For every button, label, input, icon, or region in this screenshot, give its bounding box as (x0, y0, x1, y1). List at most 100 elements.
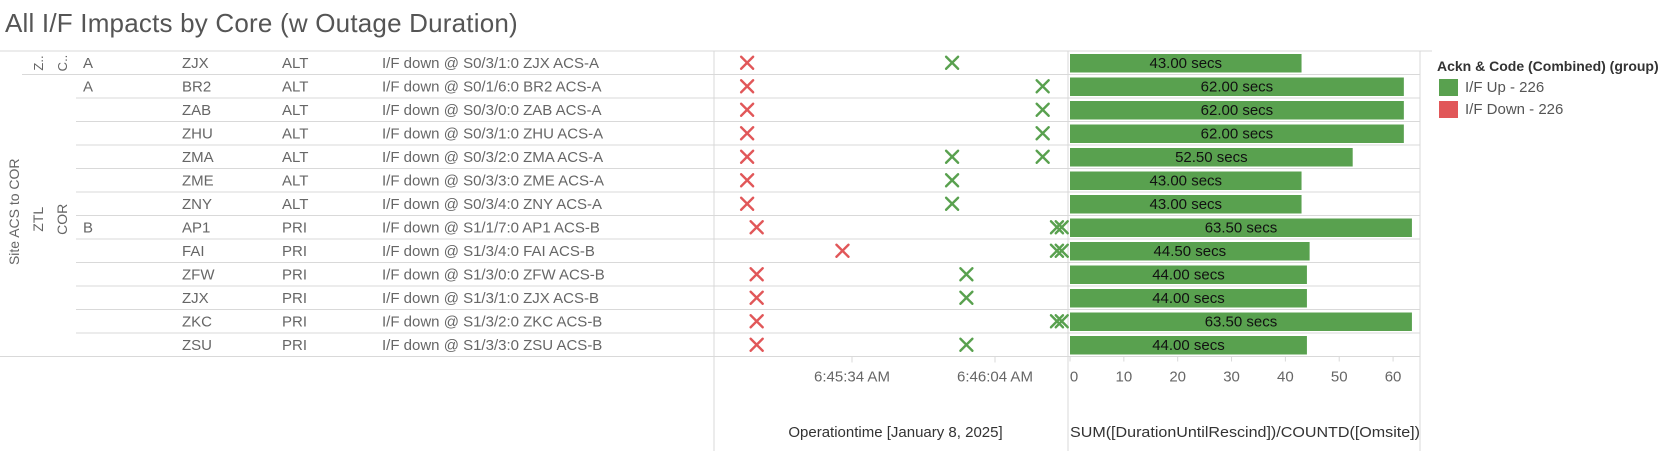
row-type: PRI (282, 243, 307, 260)
site-header: Site ACS to COR (6, 158, 22, 265)
duration-bar[interactable] (1070, 312, 1412, 332)
cor-header: COR (54, 204, 70, 235)
bar-tick-label: 10 (1116, 369, 1133, 386)
bar-data-label: 52.50 secs (1175, 149, 1248, 166)
row-site: ZME (182, 172, 214, 189)
down-mark[interactable] (739, 173, 755, 188)
row-group: B (83, 219, 93, 236)
up-mark[interactable] (1054, 243, 1069, 258)
bar-data-label: 63.50 secs (1205, 313, 1278, 330)
up-mark[interactable] (959, 337, 974, 352)
up-mark[interactable] (944, 196, 960, 211)
row-description: I/F down @ S1/3/4:0 FAI ACS-B (382, 243, 595, 260)
row-description: I/F down @ S1/3/1:0 ZJX ACS-B (382, 290, 599, 307)
row-type: ALT (282, 149, 308, 166)
up-mark[interactable] (1049, 220, 1065, 235)
row-description: I/F down @ S0/3/0:0 ZAB ACS-A (382, 102, 602, 119)
duration-bar[interactable] (1070, 77, 1404, 97)
duration-bar[interactable] (1070, 148, 1353, 167)
duration-bar[interactable] (1070, 54, 1302, 73)
up-mark[interactable] (944, 173, 960, 188)
down-mark[interactable] (739, 79, 755, 94)
down-mark[interactable] (749, 290, 764, 305)
z-header: Z.. (31, 55, 46, 70)
down-mark[interactable] (749, 314, 764, 329)
bar-data-label: 43.00 secs (1149, 172, 1222, 189)
bar-data-label: 43.00 secs (1149, 196, 1222, 213)
duration-bar[interactable] (1070, 242, 1310, 261)
row-description: I/F down @ S0/3/1:0 ZHU ACS-A (382, 125, 603, 142)
c-header: C.. (55, 55, 70, 72)
legend-title: Ackn & Code (Combined) (group) (1437, 58, 1659, 74)
up-mark[interactable] (959, 290, 974, 305)
up-mark[interactable] (944, 149, 960, 164)
bar-data-label: 63.50 secs (1205, 219, 1278, 236)
row-site: ZNY (182, 196, 212, 213)
bar-tick-label: 0 (1070, 369, 1078, 386)
down-mark[interactable] (749, 220, 764, 235)
row-description: I/F down @ S0/3/1:0 ZJX ACS-A (382, 55, 599, 72)
bar-tick-label: 50 (1331, 369, 1348, 386)
duration-bar[interactable] (1070, 171, 1302, 191)
legend-label-up: I/F Up - 226 (1465, 79, 1545, 96)
duration-bar[interactable] (1070, 101, 1404, 120)
row-site: ZJX (182, 290, 209, 307)
duration-bar[interactable] (1070, 265, 1307, 285)
row-description: I/F down @ S0/3/3:0 ZME ACS-A (382, 172, 604, 189)
row-description: I/F down @ S1/3/2:0 ZKC ACS-B (382, 313, 602, 330)
page-title: All I/F Impacts by Core (w Outage Durati… (5, 8, 518, 38)
row-type: ALT (282, 55, 308, 72)
legend-swatch-up (1439, 79, 1458, 96)
row-site: ZFW (182, 266, 215, 283)
up-mark[interactable] (1035, 102, 1050, 117)
down-mark[interactable] (739, 126, 755, 141)
time-tick-label: 6:46:04 AM (957, 369, 1033, 386)
legend-item-down[interactable]: I/F Down - 226 (1437, 101, 1667, 118)
up-mark[interactable] (1054, 220, 1069, 235)
bar-axis-label: SUM([DurationUntilRescind])/COUNTD([Omsi… (1070, 424, 1420, 441)
row-type: PRI (282, 266, 307, 283)
row-site: ZSU (182, 337, 212, 354)
up-mark[interactable] (1054, 314, 1069, 329)
duration-bar[interactable] (1070, 218, 1412, 238)
up-mark[interactable] (1035, 149, 1050, 164)
up-mark[interactable] (1049, 243, 1065, 258)
duration-bar[interactable] (1070, 124, 1404, 144)
ztl-header: ZTL (30, 207, 46, 232)
duration-bar[interactable] (1070, 336, 1307, 355)
up-mark[interactable] (1049, 314, 1065, 329)
bar-data-label: 62.00 secs (1201, 125, 1274, 142)
row-site: FAI (182, 243, 205, 260)
bar-tick-label: 30 (1223, 369, 1240, 386)
row-site: ZHU (182, 125, 213, 142)
up-mark[interactable] (944, 55, 960, 70)
bar-data-label: 44.00 secs (1152, 337, 1225, 354)
row-description: I/F down @ S1/1/7:0 AP1 ACS-B (382, 219, 600, 236)
down-mark[interactable] (739, 55, 755, 70)
down-mark[interactable] (749, 267, 764, 282)
legend-label-down: I/F Down - 226 (1465, 101, 1564, 118)
row-site: AP1 (182, 219, 210, 236)
duration-bar[interactable] (1070, 195, 1302, 214)
row-type: PRI (282, 290, 307, 307)
row-type: ALT (282, 196, 308, 213)
legend-item-up[interactable]: I/F Up - 226 (1437, 79, 1667, 96)
legend[interactable]: Ackn & Code (Combined) (group) I/F Up - … (1437, 58, 1667, 118)
duration-bar[interactable] (1070, 289, 1307, 308)
row-description: I/F down @ S0/3/4:0 ZNY ACS-A (382, 196, 602, 213)
down-mark[interactable] (739, 149, 755, 164)
row-group: A (83, 78, 93, 95)
down-mark[interactable] (835, 243, 850, 258)
down-mark[interactable] (739, 102, 755, 117)
bar-tick-label: 60 (1385, 369, 1402, 386)
row-description: I/F down @ S1/3/0:0 ZFW ACS-B (382, 266, 605, 283)
up-mark[interactable] (1035, 79, 1050, 94)
down-mark[interactable] (749, 337, 764, 352)
row-site: BR2 (182, 78, 211, 95)
row-type: ALT (282, 172, 308, 189)
up-mark[interactable] (959, 267, 974, 282)
up-mark[interactable] (1035, 126, 1050, 141)
down-mark[interactable] (739, 196, 755, 211)
bar-tick-label: 20 (1169, 369, 1186, 386)
row-type: ALT (282, 125, 308, 142)
